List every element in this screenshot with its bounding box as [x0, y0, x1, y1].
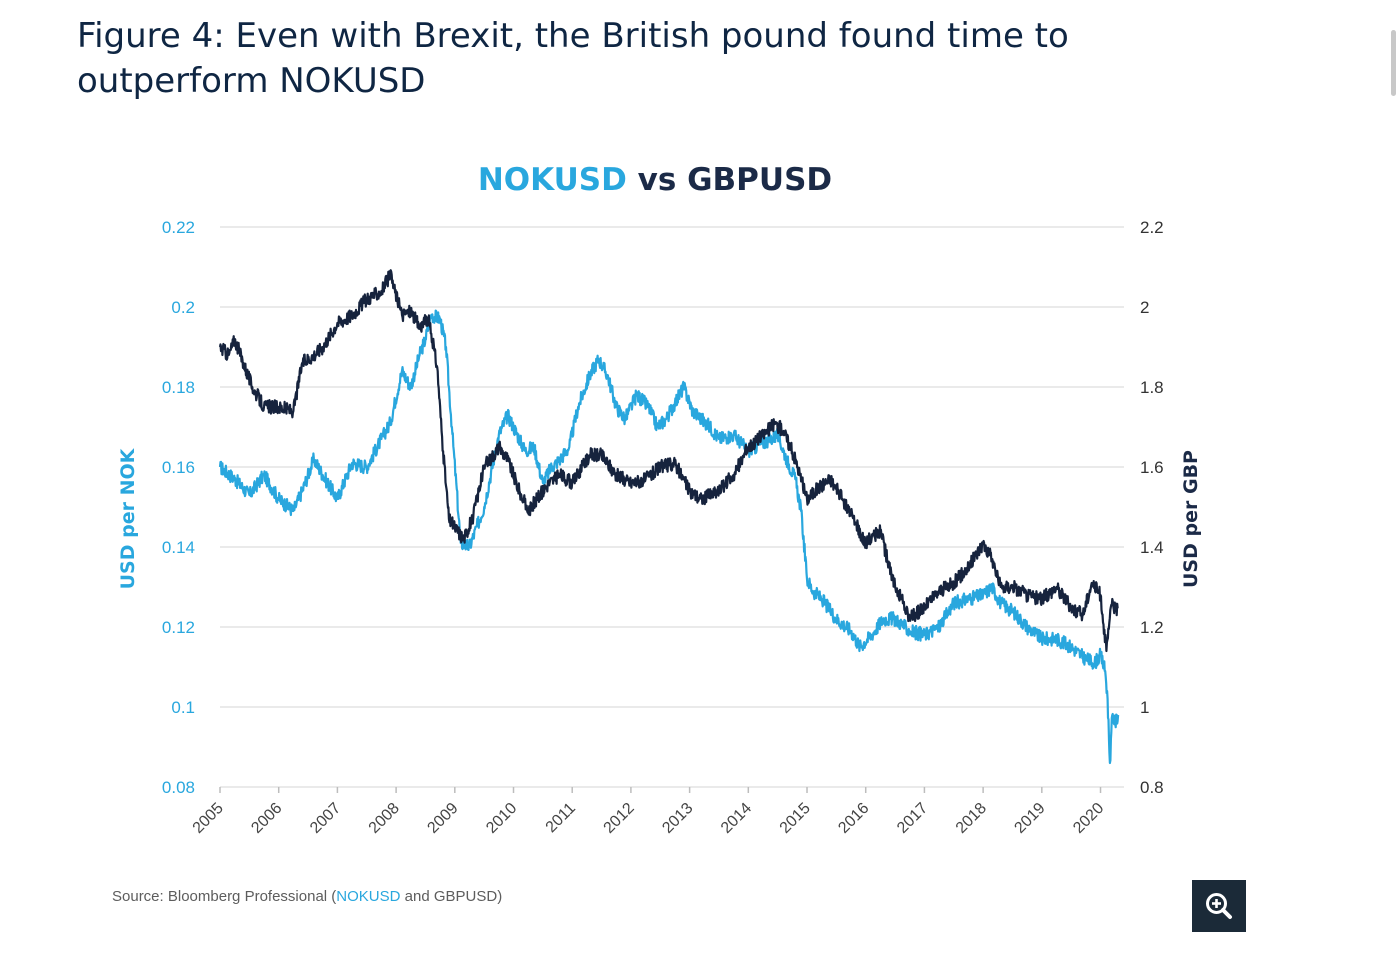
y-left-tick-label: 0.2 — [171, 298, 195, 317]
page-scrollbar-thumb[interactable] — [1391, 30, 1396, 96]
x-tick-label: 2020 — [1070, 800, 1107, 837]
x-tick-label: 2018 — [953, 800, 990, 837]
x-tick-label: 2008 — [366, 800, 403, 837]
zoom-in-icon — [1206, 893, 1232, 919]
source-prefix: Source: Bloomberg Professional ( — [112, 888, 337, 905]
x-tick-label: 2016 — [835, 800, 872, 837]
chart-title-nok: NOKUSD — [477, 162, 627, 198]
y-left-axis-title: USD per NOK — [117, 447, 139, 589]
y-right-tick-label: 2 — [1140, 298, 1149, 317]
y-right-tick-label: 1.2 — [1140, 618, 1164, 637]
x-tick-label: 2019 — [1011, 800, 1048, 837]
y-right-tick-label: 0.8 — [1140, 778, 1164, 797]
source-middle: and — [400, 888, 434, 905]
x-tick-label: 2012 — [601, 800, 638, 837]
x-tick-label: 2009 — [424, 800, 461, 837]
x-tick-label: 2005 — [190, 800, 227, 837]
figure-title: Figure 4: Even with Brexit, the British … — [77, 16, 1069, 101]
chart-title: NOKUSD vs GBPUSD — [440, 162, 870, 198]
source-gbp: GBPUSD — [433, 888, 498, 905]
y-left-tick-label: 0.22 — [162, 218, 195, 237]
x-tick-label: 2017 — [894, 800, 931, 837]
y-left-tick-label: 0.12 — [162, 618, 195, 637]
x-tick-label: 2006 — [248, 800, 285, 837]
x-tick-label: 2011 — [543, 800, 579, 836]
chart-panel: NOKUSD vs GBPUSD 0.22 0.2 0.18 0.16 0.14 0.12… — [0, 140, 1396, 930]
line-chart: 0.22 0.2 0.18 0.16 0.14 0.12 0.1 0.08 2.2 2 1.8 1.6… — [117, 218, 1202, 837]
y-right-tick-label: 1.4 — [1140, 538, 1164, 557]
x-tick-label: 2015 — [777, 800, 814, 837]
y-right-axis-title: USD per GBP — [1180, 450, 1202, 588]
x-tick-label: 2007 — [307, 800, 344, 837]
y-left-tick-label: 0.18 — [162, 378, 195, 397]
y-right-tick-label: 1.8 — [1140, 378, 1164, 397]
x-tick-label: 2014 — [718, 800, 755, 837]
source-suffix: ) — [497, 888, 503, 905]
x-tick-label: 2013 — [659, 800, 696, 837]
y-left-tick-label: 0.08 — [162, 778, 195, 797]
y-right-tick-label: 2.2 — [1140, 218, 1164, 237]
chart-title-vs: vs — [626, 162, 688, 198]
y-left-tick-label: 0.14 — [162, 538, 195, 557]
y-left-tick-label: 0.1 — [171, 698, 195, 717]
x-tick-label: 2010 — [483, 800, 520, 837]
source-note: Source: Bloomberg Professional (NOKUSD a… — [112, 888, 502, 905]
y-right-tick-label: 1.6 — [1140, 458, 1164, 477]
y-right-tick-label: 1 — [1140, 698, 1149, 717]
series-line-nokusd — [218, 309, 1120, 765]
series-line-gbpusd — [218, 269, 1119, 653]
zoom-button[interactable] — [1192, 880, 1246, 932]
chart-title-gbp: GBPUSD — [687, 162, 833, 198]
source-nok: NOKUSD — [336, 888, 401, 905]
y-left-tick-label: 0.16 — [162, 458, 195, 477]
